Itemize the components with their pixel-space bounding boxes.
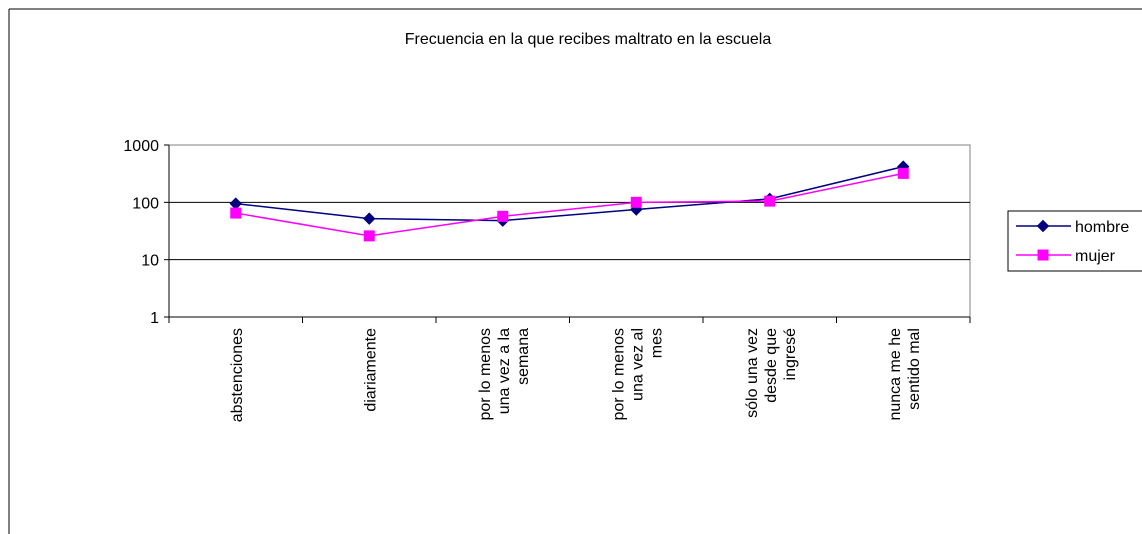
series bbox=[229, 160, 910, 242]
x-tick-label-line: nunca me he bbox=[887, 328, 904, 421]
x-tick-label-line: mes bbox=[648, 328, 665, 358]
y-tick-label: 10 bbox=[141, 253, 159, 270]
x-tick-label: diariamente bbox=[362, 328, 379, 412]
series-line bbox=[235, 172, 904, 237]
x-tick-label: abstenciones bbox=[229, 328, 246, 422]
data-point bbox=[764, 195, 776, 207]
legend-label: mujer bbox=[1075, 248, 1116, 265]
x-tick-label: sólo una vez desde que ingresé bbox=[744, 328, 799, 418]
data-point bbox=[897, 167, 909, 179]
x-axis: abstenciones diariamente por lo menos una v… bbox=[168, 316, 971, 422]
x-tick-label-line: diariamente bbox=[362, 328, 379, 412]
chart-title: Frecuencia en la que recibes maltrato en… bbox=[405, 31, 772, 48]
series-line bbox=[235, 165, 904, 222]
legend: hombre mujer bbox=[1007, 210, 1142, 272]
data-point bbox=[630, 196, 642, 208]
x-tick-label-line: sentido mal bbox=[906, 328, 923, 410]
plot-area bbox=[168, 144, 971, 318]
data-point bbox=[363, 230, 375, 242]
series-mujer bbox=[230, 167, 909, 242]
y-axis: 1 10 100 1000 bbox=[123, 138, 170, 327]
data-point bbox=[497, 210, 509, 222]
y-tick-label: 1000 bbox=[123, 138, 159, 155]
x-tick-label-line: por lo menos bbox=[477, 328, 494, 421]
legend-entry: mujer bbox=[1016, 248, 1116, 265]
x-tick-label-line: por lo menos bbox=[610, 328, 627, 421]
x-tick-label: nunca me he sentido mal bbox=[887, 328, 923, 421]
y-tick-label: 100 bbox=[132, 195, 159, 212]
gridlines bbox=[169, 201, 970, 261]
y-tick-label: 1 bbox=[150, 310, 159, 327]
x-tick-label-line: una vez al bbox=[629, 328, 646, 401]
x-tick-label: por lo menos una vez a la semana bbox=[477, 328, 532, 421]
x-tick-label-line: desde que bbox=[763, 328, 780, 403]
legend-label: hombre bbox=[1075, 219, 1129, 236]
x-tick-label-line: ingresé bbox=[782, 328, 799, 381]
data-point bbox=[363, 212, 376, 225]
x-tick-label-line: sólo una vez bbox=[744, 328, 761, 418]
legend-entry: hombre bbox=[1016, 219, 1129, 236]
legend-box bbox=[1007, 210, 1142, 272]
x-tick-label-line: abstenciones bbox=[229, 328, 246, 422]
x-tick-label-line: una vez a la bbox=[496, 328, 513, 414]
x-tick-label: por lo menos una vez al mes bbox=[610, 328, 665, 421]
data-point bbox=[230, 207, 242, 219]
x-tick-label-line: semana bbox=[515, 328, 532, 385]
legend-marker bbox=[1036, 219, 1050, 233]
legend-marker bbox=[1037, 249, 1049, 261]
